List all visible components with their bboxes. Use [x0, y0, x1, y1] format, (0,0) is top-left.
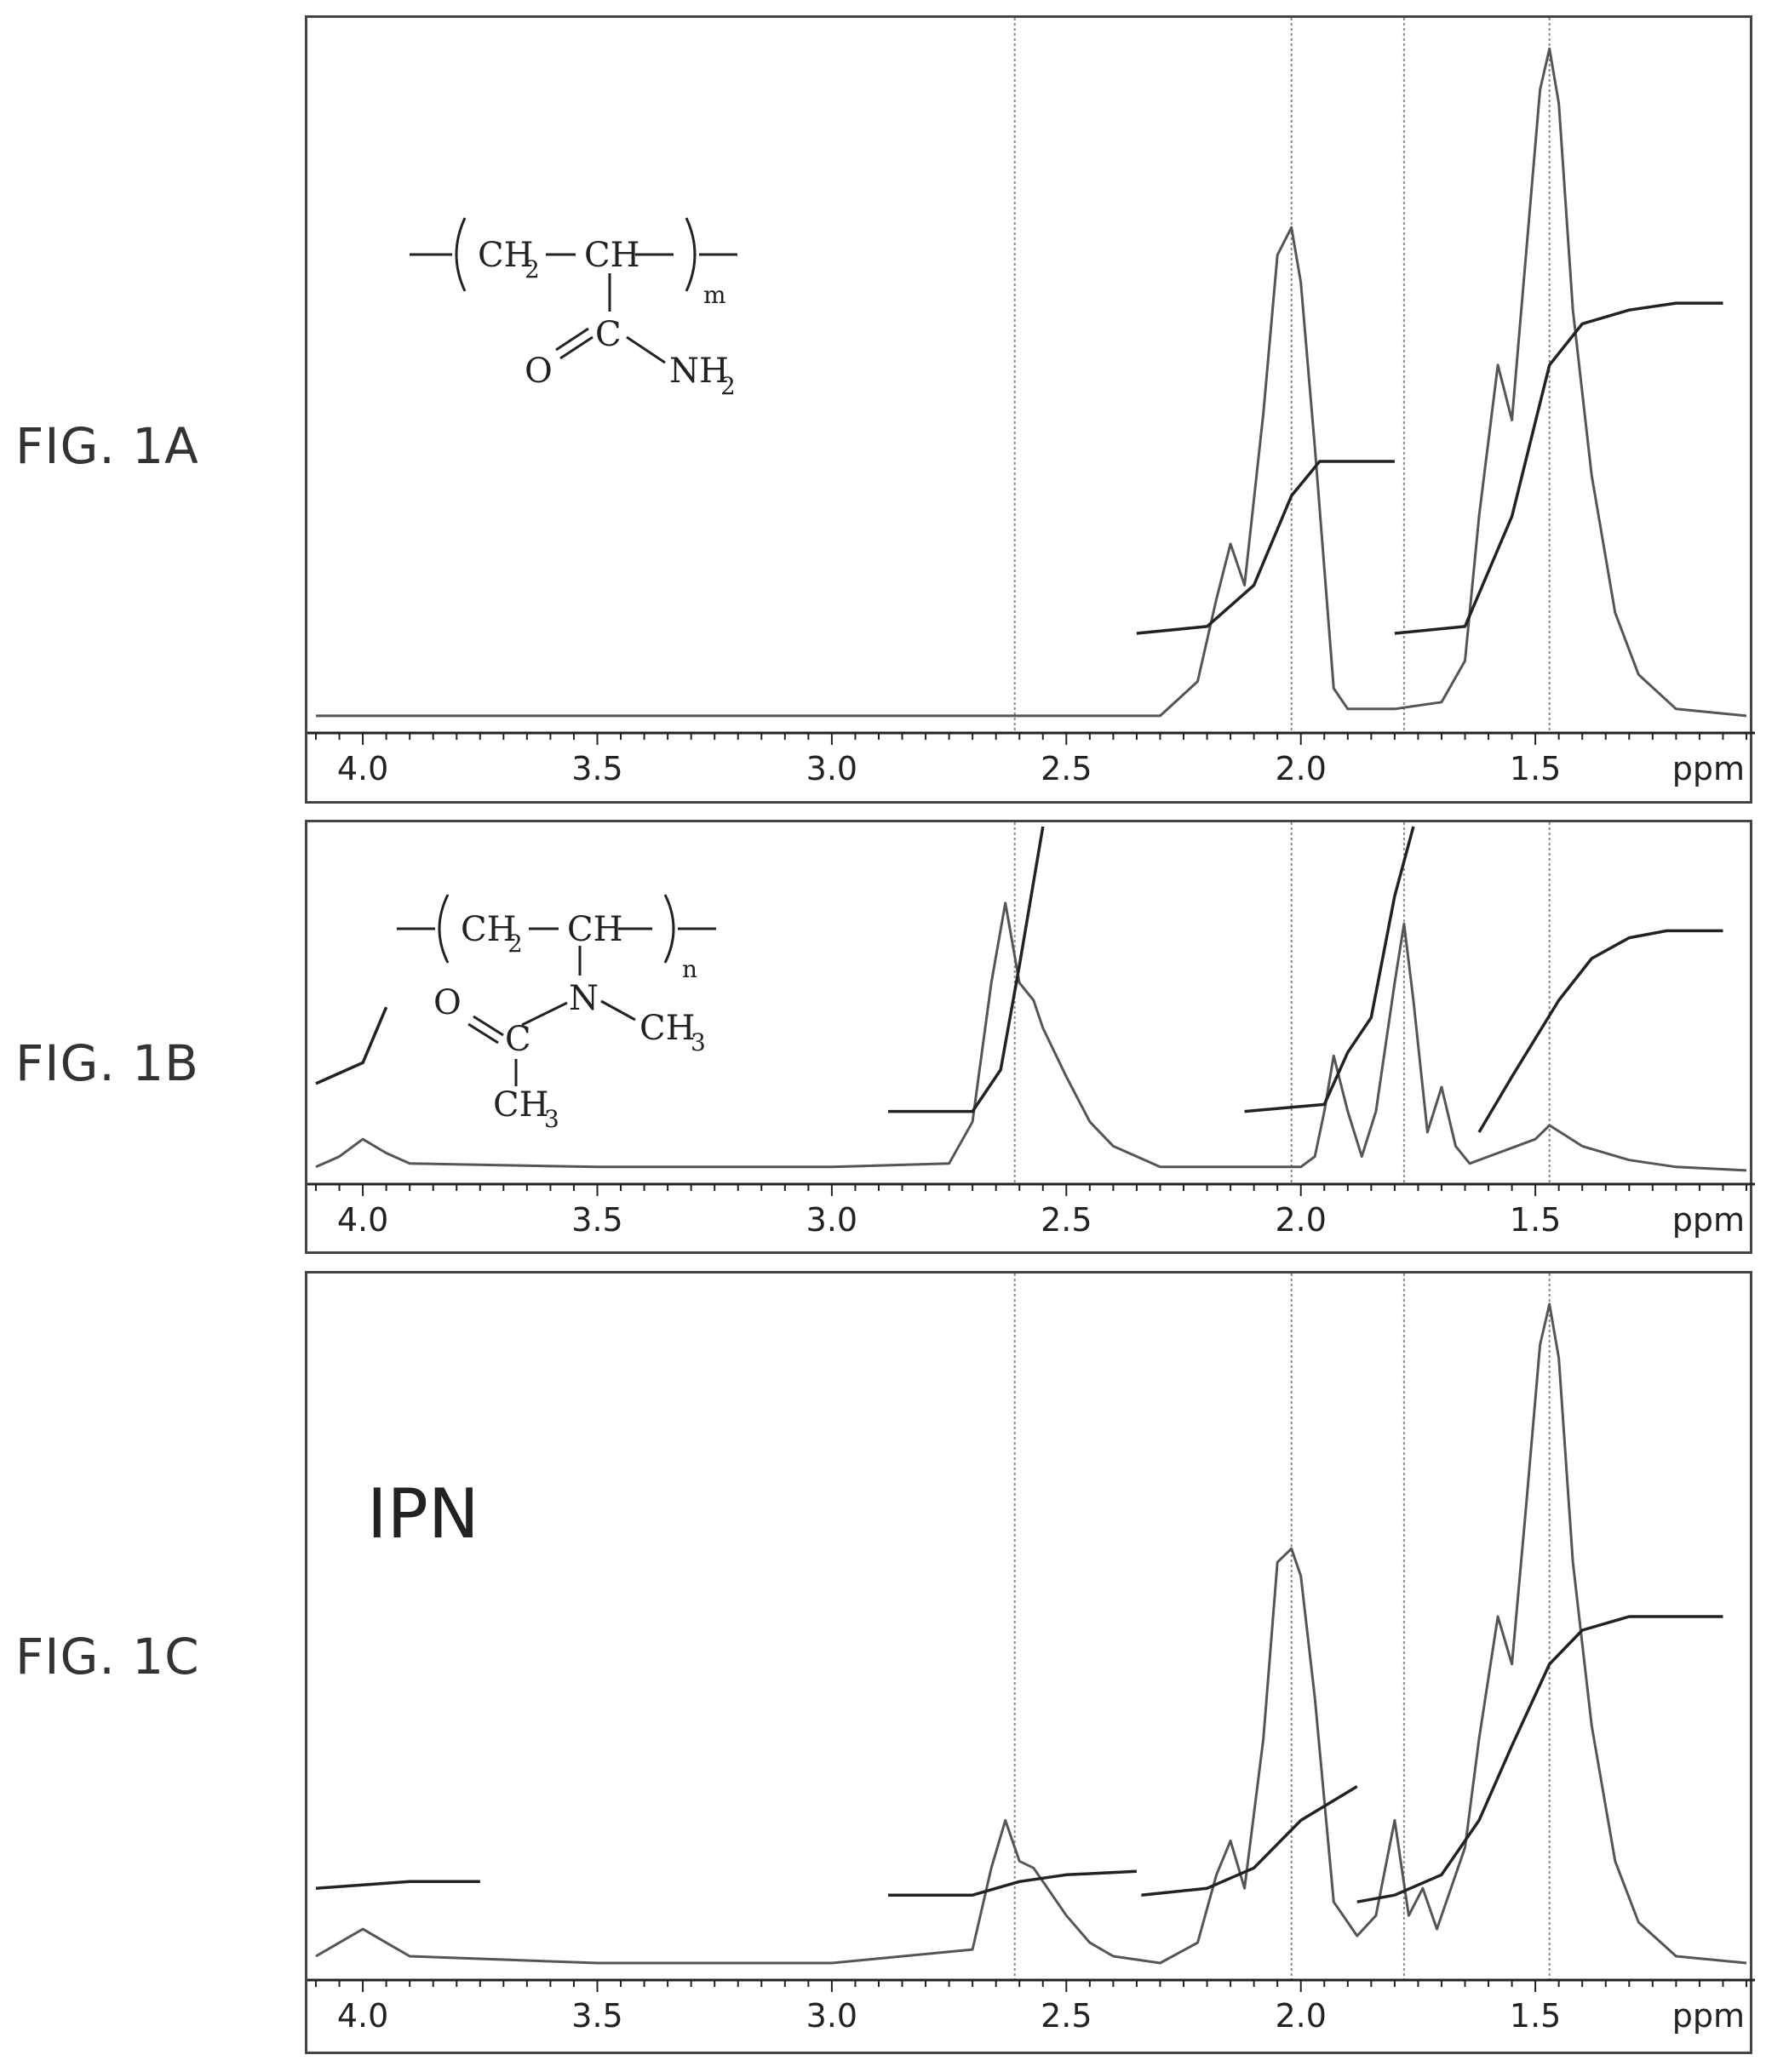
integral-curve	[1477, 929, 1723, 1133]
structure-b-repeat: n	[682, 955, 697, 983]
spectrum-line	[315, 901, 1747, 1172]
spectrum-chart-c: IPN 4.0 3.5 3.0 2.5 2.0 1.5 ppm	[307, 1274, 1755, 2035]
x-tick-label: 2.5	[1041, 750, 1092, 787]
x-axis-unit-label: ppm	[1672, 1997, 1745, 2035]
spectrum-line	[315, 1302, 1747, 1965]
integral-curve	[1394, 301, 1723, 635]
x-tick-label: 2.0	[1276, 750, 1327, 787]
structure-a-repeat: m	[703, 281, 726, 309]
fig-1b-label: FIG. 1B	[15, 1034, 199, 1092]
x-tick-label: 4.0	[337, 1201, 388, 1239]
structure-b: CH 2 CH n N CH 3 C O CH 3	[397, 894, 716, 1133]
x-tick-label: 4.0	[337, 1997, 388, 2035]
structure-b-oxygen: O	[433, 983, 462, 1022]
integral-curve	[888, 1869, 1137, 1897]
x-tick-label: 1.5	[1510, 1201, 1561, 1239]
x-tick-label: 3.5	[571, 1997, 622, 2035]
structure-b-ch2-sub: 2	[507, 930, 523, 958]
structure-b-ch2: CH	[461, 910, 517, 949]
x-tick-label: 2.0	[1276, 1997, 1327, 2035]
structure-a-ch: CH	[584, 236, 640, 275]
structure-a-ch2: CH	[478, 236, 534, 275]
integral-curve	[315, 1880, 480, 1890]
structure-b-methyl1: CH	[639, 1009, 696, 1048]
integral-curve	[1356, 1615, 1723, 1903]
spectrum-panel-b: CH 2 CH n N CH 3 C O CH 3 4.0 3.5 3.0 2.5 2.…	[305, 820, 1755, 1254]
spectrum-panel-c: IPN 4.0 3.5 3.0 2.5 2.0 1.5 ppm	[305, 1271, 1755, 2054]
integral-curve	[1141, 1785, 1358, 1897]
x-tick-label: 3.0	[806, 750, 857, 787]
fig-1a-label: FIG. 1A	[15, 417, 199, 475]
x-tick-label: 2.0	[1276, 1201, 1327, 1239]
structure-a-carbonyl-c: C	[595, 315, 622, 354]
structure-b-nitrogen: N	[569, 979, 599, 1018]
x-tick-label: 4.0	[337, 750, 388, 787]
structure-b-carbonyl-c: C	[505, 1020, 531, 1059]
integral-curve	[1244, 826, 1415, 1113]
ipn-label: IPN	[367, 1474, 479, 1554]
x-tick-label: 1.5	[1510, 750, 1561, 787]
structure-b-methyl1-sub: 3	[691, 1028, 706, 1056]
spectrum-panel-a: CH 2 CH m C O NH 2 4.0 3.5 3.0 2.5 2.0 1.5 ppm	[305, 15, 1755, 804]
integral-curve	[315, 1006, 388, 1085]
x-tick-label: 3.5	[571, 750, 622, 787]
structure-b-ch: CH	[567, 910, 623, 949]
spectrum-chart-b: CH 2 CH n N CH 3 C O CH 3 4.0 3.5 3.0 2.5 2.…	[307, 822, 1755, 1239]
fig-1c-label: FIG. 1C	[15, 1628, 200, 1686]
spectrum-chart-a: CH 2 CH m C O NH 2 4.0 3.5 3.0 2.5 2.0 1.5 ppm	[307, 18, 1755, 787]
x-tick-label: 2.5	[1041, 1997, 1092, 2035]
spectrum-line	[316, 47, 1747, 718]
x-tick-label: 1.5	[1510, 1997, 1561, 2035]
structure-a: CH 2 CH m C O NH 2	[410, 217, 737, 400]
structure-b-methyl2: CH	[493, 1085, 549, 1125]
integral-curve	[1136, 460, 1395, 635]
structure-a-amide: NH	[669, 352, 729, 391]
integral-curve	[888, 826, 1045, 1113]
structure-a-ch2-sub: 2	[525, 255, 540, 283]
x-tick-label: 3.0	[806, 1201, 857, 1239]
x-tick-label: 3.5	[571, 1201, 622, 1239]
structure-a-oxygen: O	[525, 352, 553, 391]
x-axis-unit-label: ppm	[1672, 750, 1745, 787]
x-tick-label: 2.5	[1041, 1201, 1092, 1239]
x-axis-unit-label: ppm	[1672, 1201, 1745, 1239]
structure-a-amide-sub: 2	[720, 372, 736, 400]
structure-b-methyl2-sub: 3	[544, 1105, 559, 1133]
x-tick-label: 3.0	[806, 1997, 857, 2035]
